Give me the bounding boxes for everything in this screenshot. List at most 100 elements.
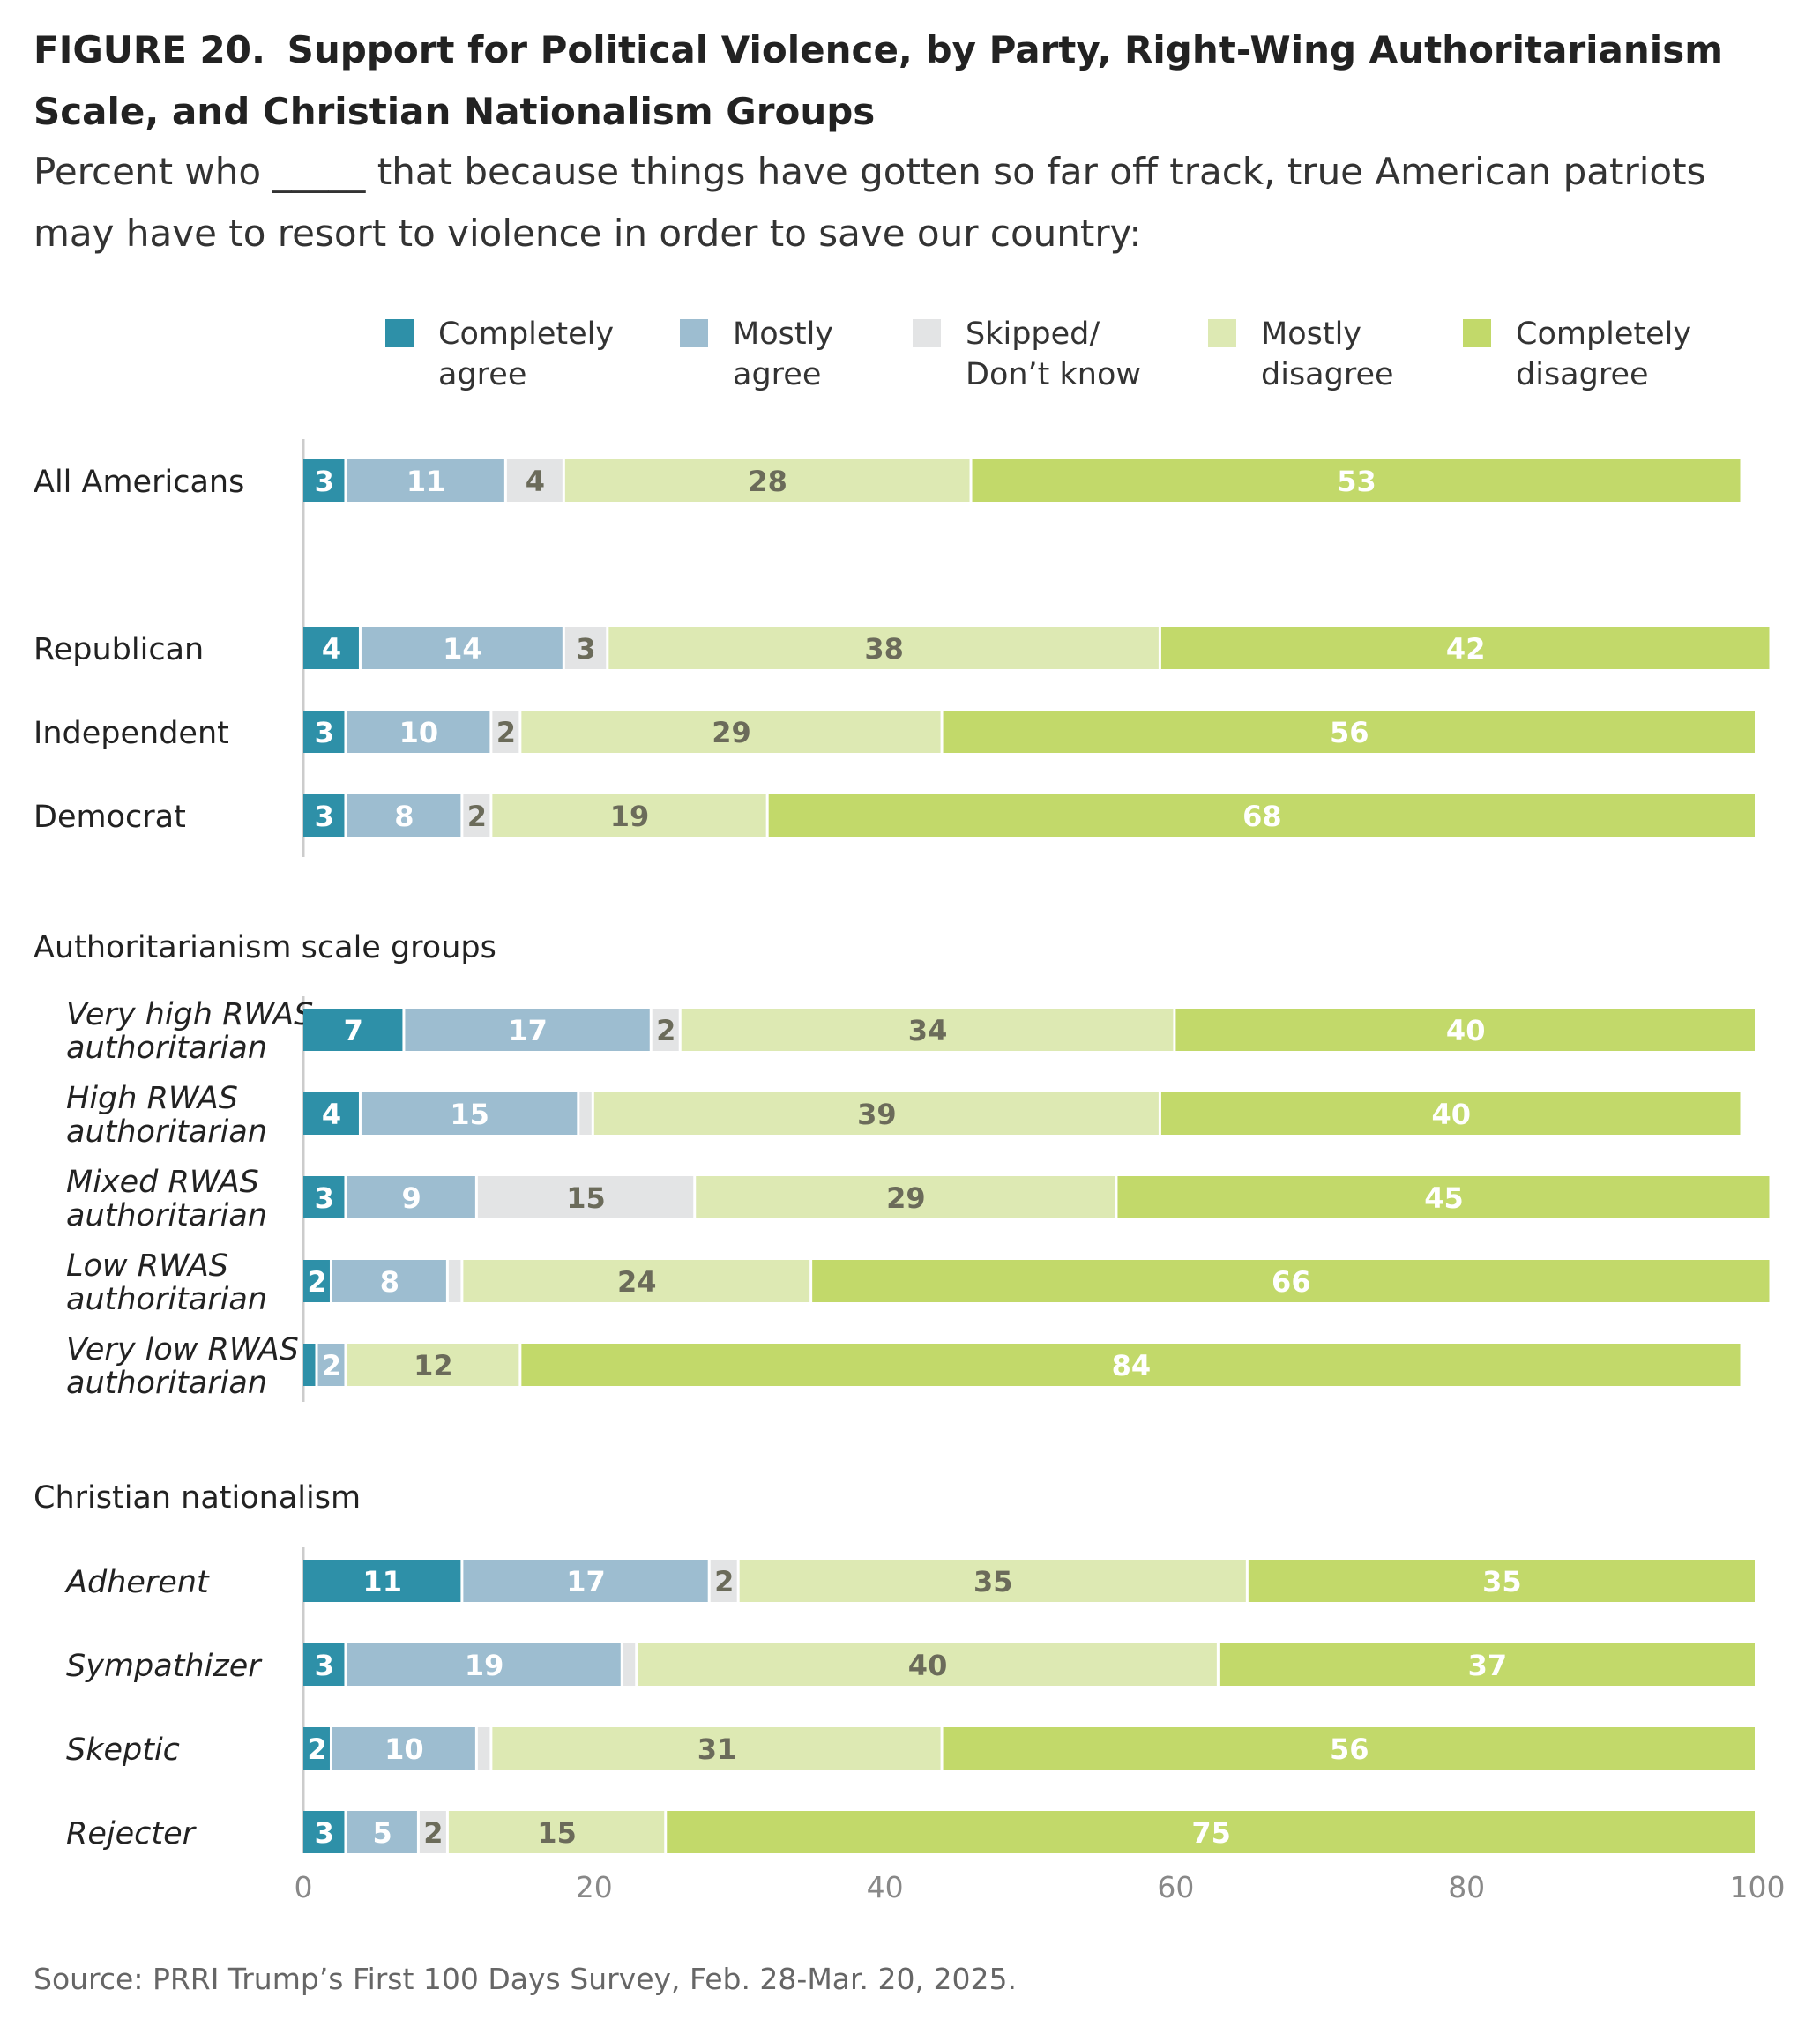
- legend-swatch-skipped: [913, 319, 941, 347]
- bar-segment-mostly_disagree: [696, 1176, 1115, 1218]
- x-tick-label: 60: [1157, 1870, 1194, 1904]
- bar-segment-completely_agree: [303, 1727, 330, 1770]
- bar-segment-skipped: [564, 627, 607, 669]
- data-label: 3: [576, 632, 595, 666]
- row-label: authoritarian: [66, 1031, 267, 1066]
- data-label: 2: [656, 1014, 675, 1047]
- bar-segment-skipped: [710, 1560, 737, 1602]
- data-label: 8: [380, 1265, 399, 1299]
- row-label: Mixed RWAS: [66, 1165, 259, 1200]
- bar-segment-mostly_disagree: [492, 1727, 941, 1770]
- data-label: 37: [1468, 1649, 1508, 1682]
- data-label: 11: [362, 1565, 402, 1598]
- data-label: 11: [407, 465, 446, 498]
- data-label: 29: [712, 716, 751, 749]
- x-tick-label: 80: [1448, 1870, 1485, 1904]
- row-label: Rejecter: [66, 1816, 198, 1851]
- row-label: Independent: [34, 716, 229, 751]
- bar-segment-mostly_disagree: [463, 1260, 810, 1302]
- data-label: 68: [1242, 800, 1282, 833]
- data-label: 7: [344, 1014, 363, 1047]
- bar-segment-completely_disagree: [812, 1260, 1770, 1302]
- data-label: 15: [566, 1181, 606, 1215]
- data-label: 10: [384, 1732, 424, 1766]
- bar-segment-mostly_agree: [347, 1811, 417, 1853]
- title-text: Support for Political Violence, by Party…: [34, 28, 1723, 133]
- data-label: 2: [307, 1732, 326, 1766]
- data-label: 28: [748, 465, 787, 498]
- data-label: 31: [697, 1732, 737, 1766]
- data-label: 29: [886, 1181, 926, 1215]
- bar-segment-completely_agree: [303, 1344, 316, 1386]
- legend-label-mostly_disagree: Mostly: [1261, 317, 1361, 352]
- bar-segment-mostly_agree: [317, 1344, 345, 1386]
- bar-segment-completely_disagree: [972, 459, 1741, 502]
- data-label: 2: [322, 1349, 341, 1382]
- bar-segment-completely_disagree: [1175, 1009, 1755, 1051]
- data-label: 2: [467, 800, 487, 833]
- bar-segment-completely_disagree: [943, 711, 1755, 753]
- bar-segment-mostly_disagree: [448, 1811, 665, 1853]
- data-label: 2: [714, 1565, 734, 1598]
- data-label: 40: [908, 1649, 948, 1682]
- data-label: 56: [1330, 716, 1369, 749]
- bar-segment-completely_disagree: [667, 1811, 1755, 1853]
- bar-segment-completely_disagree: [521, 1344, 1741, 1386]
- bar-segment-completely_disagree: [1160, 627, 1770, 669]
- bar-segment-mostly_agree: [332, 1260, 446, 1302]
- bar-segment-completely_agree: [303, 1176, 345, 1218]
- row-label: Democrat: [34, 800, 186, 835]
- data-label: 5: [373, 1816, 392, 1850]
- row-label: All Americans: [34, 465, 244, 500]
- bar-segment-completely_agree: [303, 1009, 403, 1051]
- data-label: 17: [508, 1014, 548, 1047]
- group-heading: Authoritarianism scale groups: [34, 930, 496, 965]
- bar-segment-mostly_agree: [361, 627, 563, 669]
- bar-segment-mostly_disagree: [608, 627, 1159, 669]
- data-label: 66: [1272, 1265, 1311, 1299]
- bar-segment-skipped: [652, 1009, 679, 1051]
- data-label: 9: [402, 1181, 421, 1215]
- bar-segment-mostly_disagree: [347, 1344, 519, 1386]
- bar-segment-skipped: [477, 1176, 694, 1218]
- legend-swatch-completely_disagree: [1463, 319, 1491, 347]
- row-label: authoritarian: [66, 1114, 267, 1150]
- bar-segment-mostly_agree: [347, 459, 504, 502]
- row-label: Sympathizer: [66, 1649, 263, 1684]
- bar-segment-mostly_agree: [332, 1727, 475, 1770]
- bar-segment-skipped: [419, 1811, 446, 1853]
- bar-segment-completely_agree: [303, 459, 345, 502]
- legend-label-mostly_agree: Mostly: [733, 317, 833, 352]
- bar-segment-completely_disagree: [1117, 1176, 1770, 1218]
- bar-segment-mostly_disagree: [739, 1560, 1246, 1602]
- bar-segment-mostly_agree: [347, 1643, 621, 1686]
- row-label: Skeptic: [66, 1732, 180, 1768]
- figure-label: FIGURE 20.: [34, 28, 265, 71]
- data-label: 14: [443, 632, 482, 666]
- data-label: 15: [450, 1098, 489, 1131]
- x-tick-label: 0: [295, 1870, 313, 1904]
- data-label: 8: [394, 800, 414, 833]
- legend-label-skipped: Skipped/: [966, 317, 1100, 352]
- legend-label-completely_disagree: disagree: [1516, 357, 1649, 392]
- bar-segment-completely_agree: [303, 627, 359, 669]
- bar-segment-completely_agree: [303, 1092, 359, 1135]
- bar-segment-mostly_disagree: [564, 459, 970, 502]
- bar-segment-completely_disagree: [768, 794, 1756, 837]
- legend-label-completely_agree: agree: [438, 357, 526, 392]
- data-label: 2: [307, 1265, 326, 1299]
- data-label: 4: [526, 465, 545, 498]
- x-tick-label: 100: [1730, 1870, 1786, 1904]
- legend-label-mostly_agree: agree: [733, 357, 821, 392]
- source-note: Source: PRRI Trump’s First 100 Days Surv…: [34, 1962, 1017, 1996]
- data-label: 35: [973, 1565, 1013, 1598]
- data-label: 40: [1446, 1014, 1486, 1047]
- bar-segment-mostly_agree: [347, 794, 461, 837]
- data-label: 3: [315, 800, 334, 833]
- data-label: 34: [908, 1014, 948, 1047]
- data-label: 75: [1191, 1816, 1231, 1850]
- row-label: High RWAS: [66, 1081, 238, 1116]
- data-label: 38: [864, 632, 904, 666]
- bar-segment-mostly_disagree: [638, 1643, 1217, 1686]
